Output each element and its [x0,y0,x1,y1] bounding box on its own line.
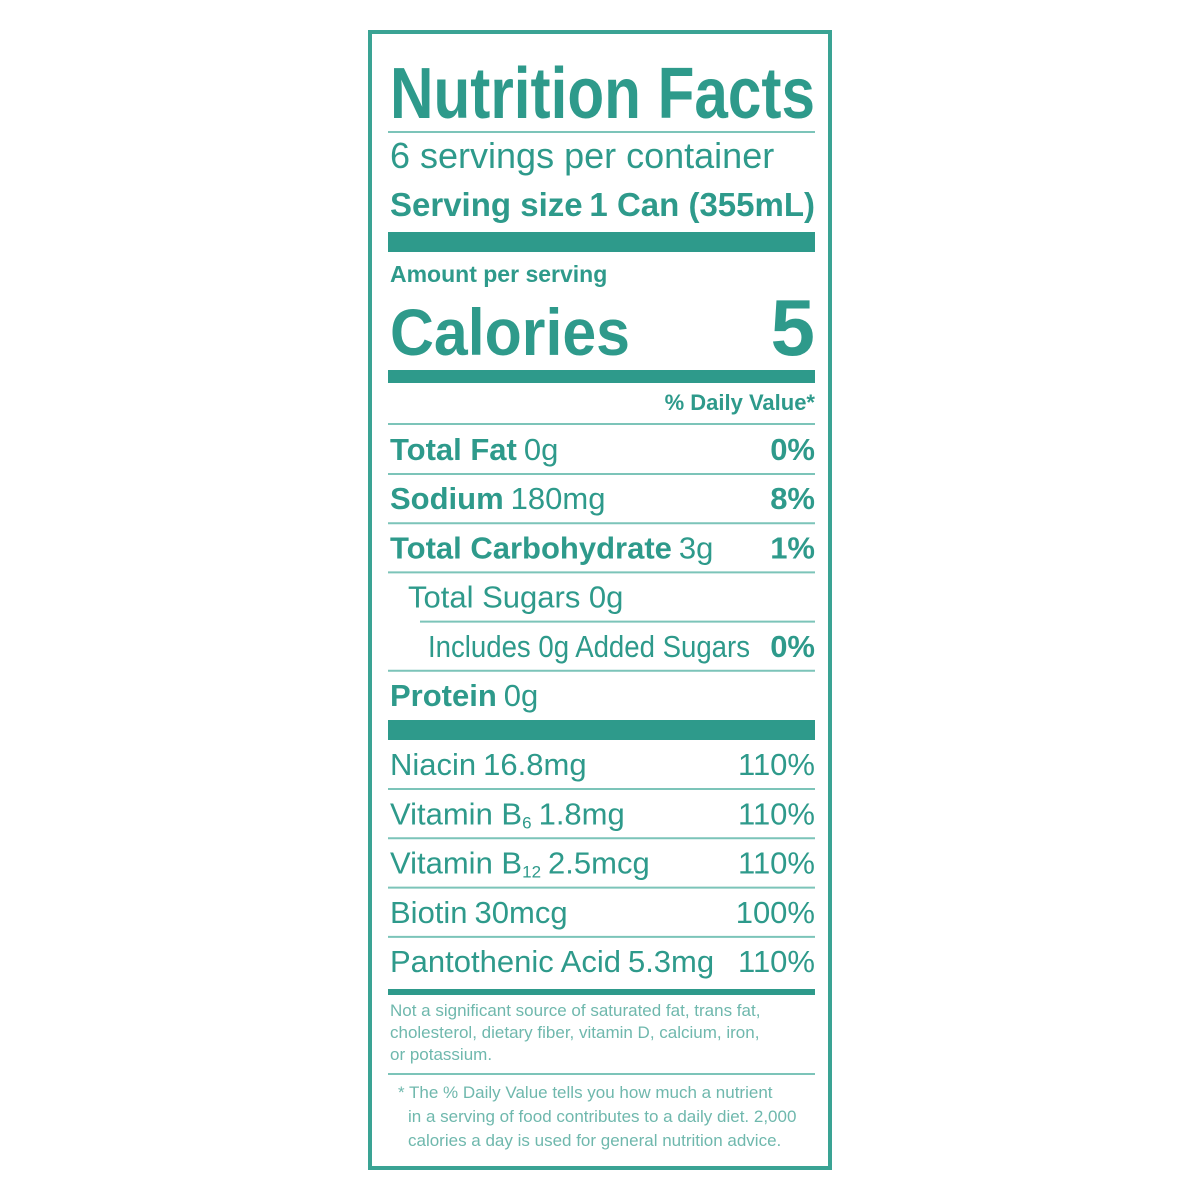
calories-value: 5 [771,283,816,372]
nutrient-row: Total Sugars 0g [408,580,623,615]
nutrient-row: Total Fat 0g [390,432,558,467]
vitamin-amount: 2.5mcg [548,846,650,881]
vitamin-row: Vitamin B6 1.8mg [390,796,625,832]
vitamin-row: Pantothenic Acid 5.3mg [390,944,714,979]
vitamin-row: Vitamin B12 2.5mcg [390,846,650,882]
vitamin-dv: 110% [738,944,815,979]
footnote-line: Not a significant source of saturated fa… [390,1001,760,1020]
thick-bar [388,720,815,740]
nutrient-row: Protein 0g [390,678,538,713]
vitamin-amount: 5.3mg [628,944,714,979]
servings: 6 servings per container [390,135,774,176]
footnote-line: * The % Daily Value tells you how much a… [398,1083,773,1102]
medium-bar [388,370,815,383]
nutrient-amount: 0g [524,432,558,467]
nutrient-name: Sodium [390,481,504,516]
nutrient-amount: 180mg [511,481,606,516]
footnote-line: cholesterol, dietary fiber, vitamin D, c… [390,1023,759,1042]
vitamin-amount: 30mcg [475,895,568,930]
vitamin-dv: 110% [738,846,815,881]
footnote-line: in a serving of food contributes to a da… [408,1107,796,1126]
nutrient-row: Total Carbohydrate 3g [390,530,713,565]
vitamin-name: Vitamin B [390,846,522,881]
footnote-line: or potassium. [390,1045,492,1064]
thick-bar [388,232,815,252]
serving-size-label: Serving size [390,186,583,223]
nutrient-dv: 0% [770,629,815,664]
nutrient-dv: 8% [770,481,815,516]
vitamin-subscript: 12 [522,863,541,882]
vitamin-name: Niacin [390,747,476,782]
vitamin-dv: 110% [738,747,815,782]
nutrient-name: Total Fat [390,432,517,467]
vitamin-dv: 100% [736,895,815,930]
vitamin-amount: 16.8mg [483,747,586,782]
serving-size-value: 1 Can (355mL) [589,186,815,223]
vitamin-dv: 110% [738,796,815,831]
nutrient-dv: 1% [770,530,815,565]
daily-value-header: % Daily Value* [665,390,816,415]
title: Nutrition Facts [390,54,815,134]
nutrient-name: Total Carbohydrate [390,530,672,565]
nutrient-amount: 0g [504,678,538,713]
label-border [368,30,832,1170]
nutrient-amount: Total Sugars 0g [408,580,623,615]
vitamin-row: Niacin 16.8mg [390,747,587,782]
vitamin-amount: 1.8mg [539,796,625,831]
nutrient-amount: 3g [679,530,713,565]
nutrient-amount: Includes 0g Added Sugars [428,629,750,664]
nutrient-dv: 0% [770,432,815,467]
vitamin-name: Vitamin B [390,796,522,831]
nutrient-row: Sodium 180mg [390,481,605,516]
footnote-line: calories a day is used for general nutri… [408,1131,781,1150]
nutrient-row: Includes 0g Added Sugars [428,629,750,664]
nutrient-name: Protein [390,678,497,713]
vitamin-subscript: 6 [522,813,531,832]
calories-label: Calories [390,295,630,369]
amount-per-serving: Amount per serving [390,261,607,287]
vitamin-row: Biotin 30mcg [390,895,568,930]
thin-bar [388,989,815,995]
vitamin-name: Pantothenic Acid [390,944,621,979]
vitamin-name: Biotin [390,895,468,930]
